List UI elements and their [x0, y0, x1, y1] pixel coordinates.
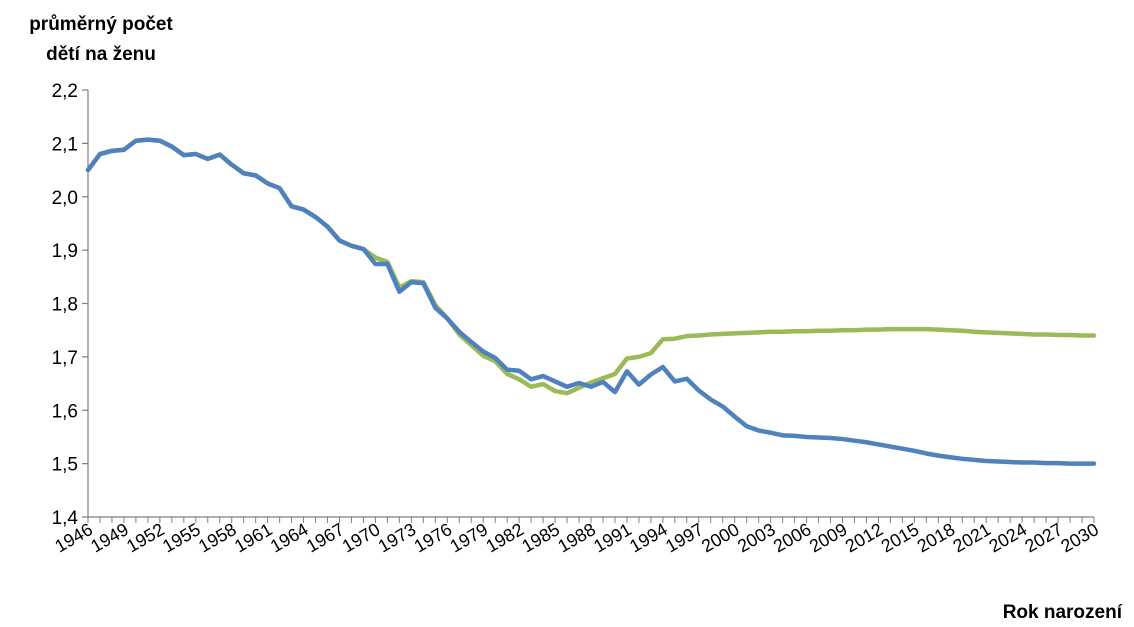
chart-series: [85, 137, 1097, 466]
y-tick-label: 1,5: [52, 455, 78, 476]
y-tick-label: 1,9: [52, 241, 78, 262]
x-axis-label: Rok narození: [1002, 602, 1122, 623]
y-tick-label: 2,1: [52, 134, 78, 155]
x-axis-ticks: 1946194919521955195819611964196719701973…: [51, 517, 1102, 556]
y-tick-label: 1,8: [52, 295, 78, 316]
y-tick-label: 1,6: [52, 401, 78, 422]
series-line-2: [85, 137, 1097, 466]
y-axis-label-line1: průměrný počet: [29, 14, 173, 35]
y-tick-label: 2,2: [52, 81, 78, 102]
y-axis-label: průměrný počet dětí na ženu: [10, 10, 192, 70]
y-tick-label: 1,4: [52, 508, 79, 529]
y-tick-label: 2,0: [52, 188, 78, 209]
chart-axes: [87, 90, 1094, 518]
y-tick-label: 1,7: [52, 348, 78, 369]
y-axis-label-line2: dětí na ženu: [46, 44, 156, 65]
y-axis-ticks: 1,4 1,5 1,6 1,7 1,8 1,9 2,0 2,1 2,2: [52, 81, 88, 529]
series-line-1: [85, 137, 1097, 396]
x-tick-label: 2030: [1057, 519, 1102, 556]
